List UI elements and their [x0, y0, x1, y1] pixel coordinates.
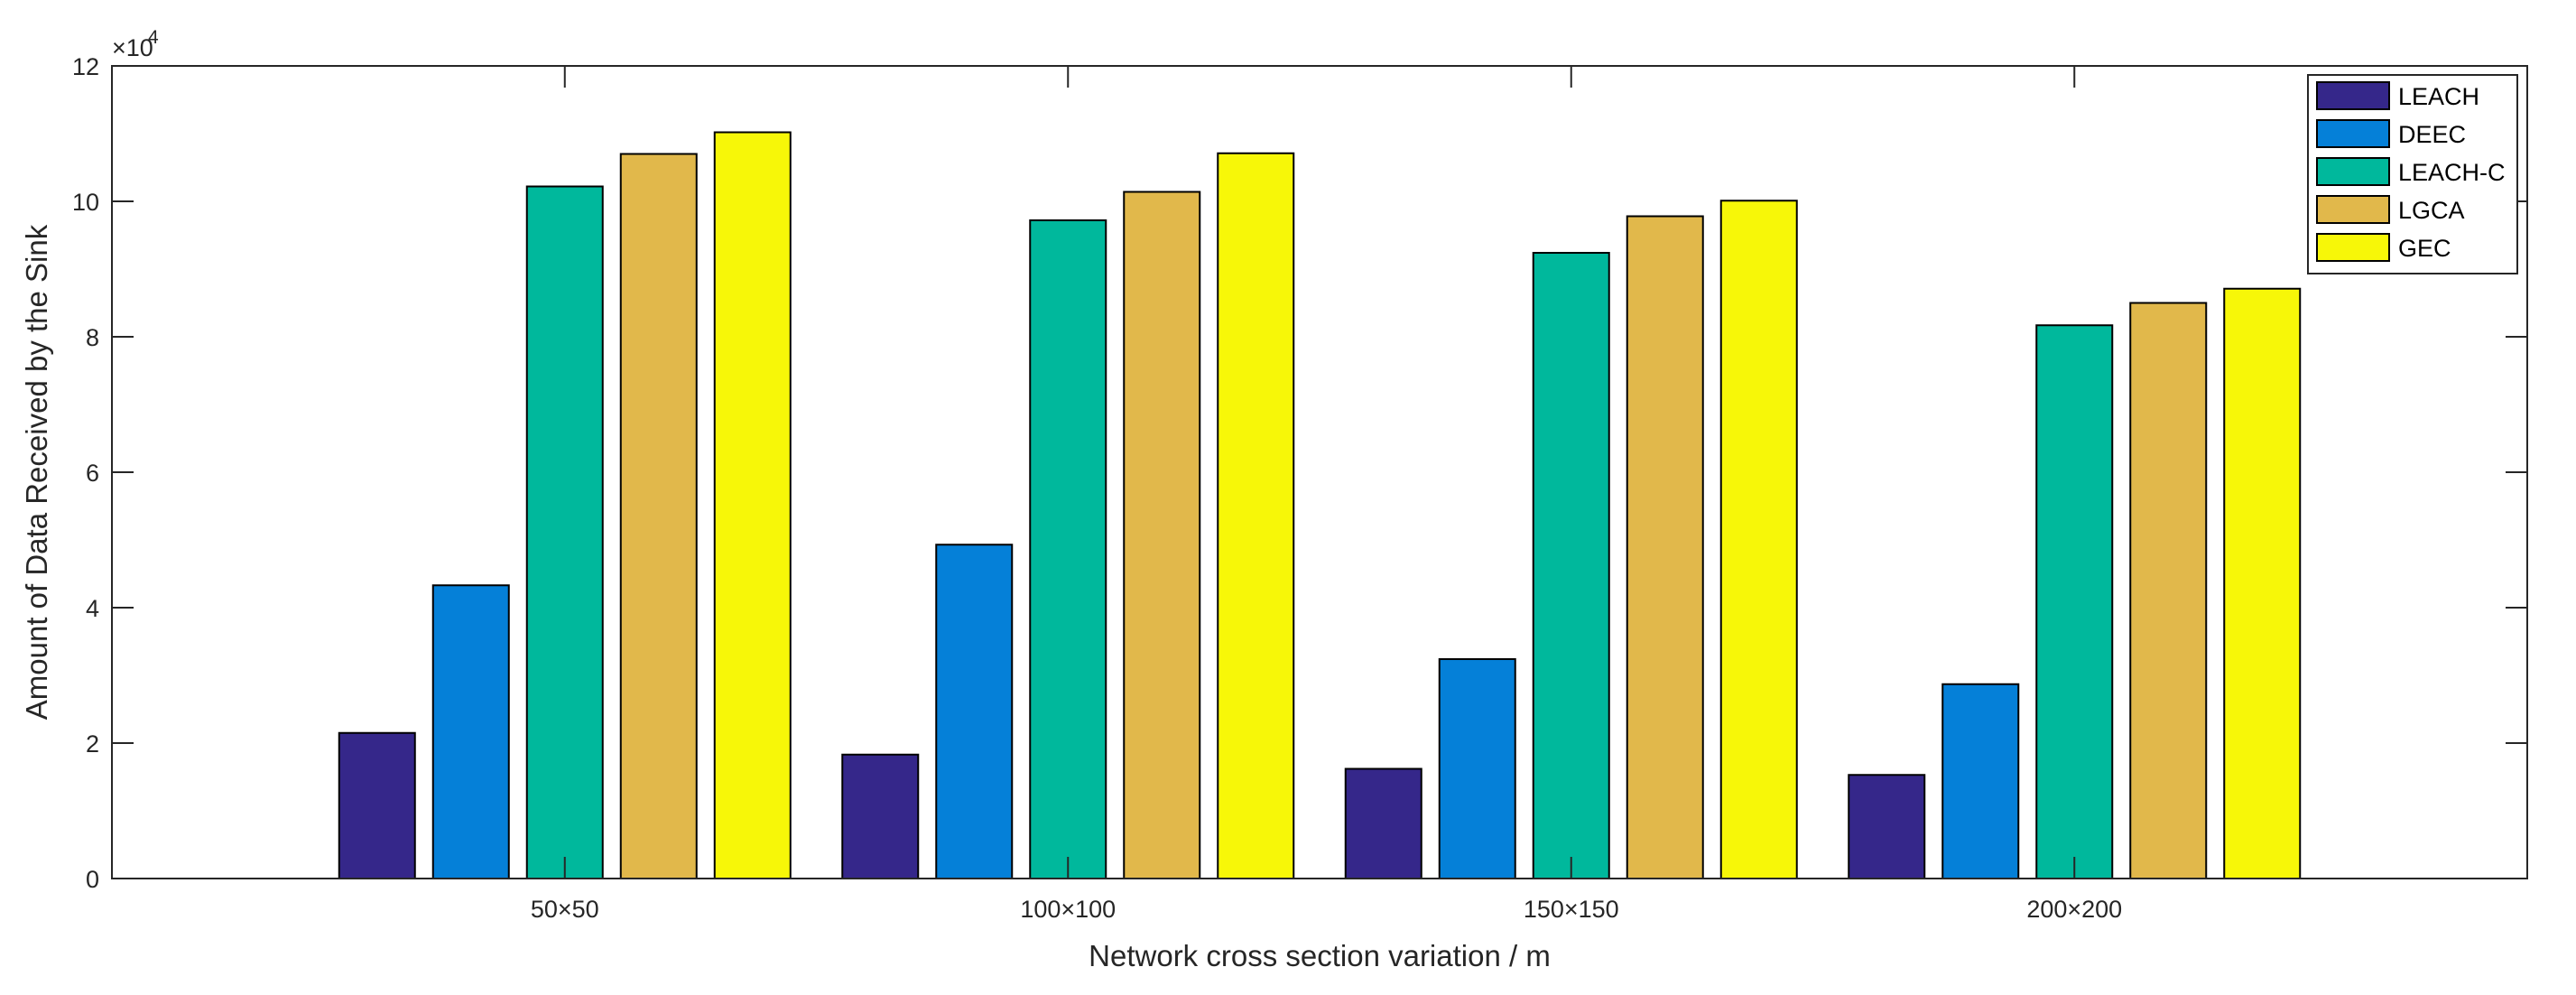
bar-leach-2	[841, 753, 920, 879]
bar-gec-1	[713, 131, 792, 879]
legend-swatch-leach	[2316, 81, 2390, 110]
x-axis-title: Network cross section variation / m	[1089, 939, 1551, 972]
bar-leach-c-1	[525, 185, 604, 879]
x-tick-label: 50×50	[531, 896, 599, 923]
ticks-layer: 0 2 4 6 8 10 12 50×50 100×100 150×150 200×200	[72, 53, 2527, 923]
y-tick-label: 2	[86, 730, 99, 758]
x-tick-label: 100×100	[1020, 896, 1116, 923]
x-tick-label: 200×200	[2026, 896, 2122, 923]
bar-gec-4	[2223, 287, 2302, 879]
legend-swatch-deec	[2316, 119, 2390, 148]
y-tick-label: 6	[86, 460, 99, 487]
plot-area-background	[112, 66, 2527, 879]
y-axis-title: Amount of Data Received by the Sink	[20, 224, 53, 720]
bars-layer	[338, 131, 2302, 879]
bar-leach-c-2	[1029, 219, 1107, 879]
y-axis-exponent-base: ×10	[112, 34, 153, 61]
bar-leach-1	[338, 731, 416, 879]
legend-swatch-gec	[2316, 233, 2390, 262]
bar-deec-1	[431, 584, 510, 879]
bar-lgca-3	[1626, 215, 1704, 879]
x-tick-label: 150×150	[1524, 896, 1619, 923]
legend: LEACH DEEC LEACH-C LGCA GEC	[2307, 74, 2518, 274]
bar-gec-3	[1719, 200, 1798, 879]
bar-deec-4	[1941, 683, 2020, 879]
bar-leach-c-3	[1532, 252, 1610, 879]
bar-deec-2	[935, 544, 1014, 879]
bar-leach-c-4	[2035, 324, 2114, 879]
bar-lgca-1	[619, 153, 698, 879]
y-tick-label: 8	[86, 324, 99, 351]
y-tick-label: 10	[72, 189, 99, 216]
legend-label-gec: GEC	[2398, 235, 2451, 262]
legend-swatch-leach-c	[2316, 157, 2390, 186]
y-tick-label: 12	[72, 53, 99, 80]
y-tick-label: 0	[86, 866, 99, 893]
bar-gec-2	[1217, 152, 1295, 879]
legend-swatch-lgca	[2316, 195, 2390, 224]
legend-label-leach-c: LEACH-C	[2398, 159, 2506, 186]
y-tick-label: 4	[86, 595, 99, 622]
bar-leach-4	[1848, 774, 1926, 879]
legend-label-leach: LEACH	[2398, 83, 2479, 110]
bar-lgca-2	[1123, 191, 1201, 879]
legend-label-deec: DEEC	[2398, 121, 2466, 148]
plot-area-frame	[111, 65, 2528, 879]
bar-leach-3	[1344, 767, 1422, 879]
legend-label-lgca: LGCA	[2398, 197, 2465, 224]
bar-lgca-4	[2129, 302, 2208, 879]
y-axis-exponent-power: 4	[148, 27, 159, 48]
bar-deec-3	[1438, 658, 1516, 879]
